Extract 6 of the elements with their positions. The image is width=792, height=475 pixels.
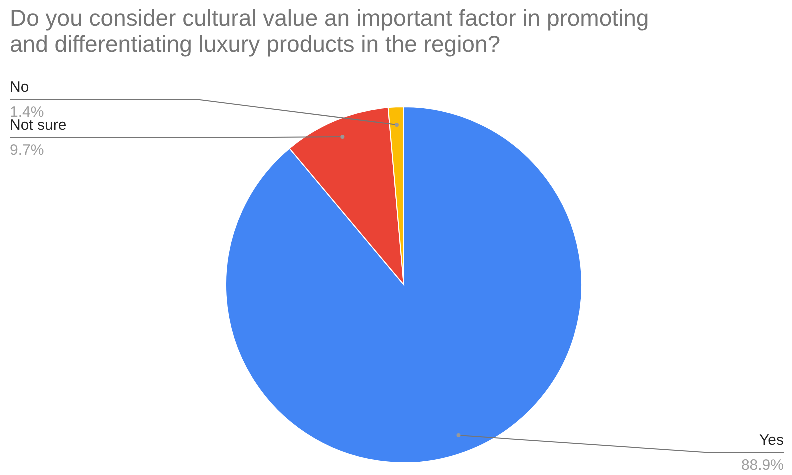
slice-label: No: [10, 79, 30, 96]
slice-label: Yes: [760, 432, 784, 449]
data-label: 88.9%: [741, 457, 784, 474]
chart-title: Do you consider cultural value an important factor in promoting and differentiating luxury products in the region?: [10, 5, 650, 57]
pie-slice: [226, 106, 582, 464]
data-label: 9.7%: [10, 142, 44, 159]
